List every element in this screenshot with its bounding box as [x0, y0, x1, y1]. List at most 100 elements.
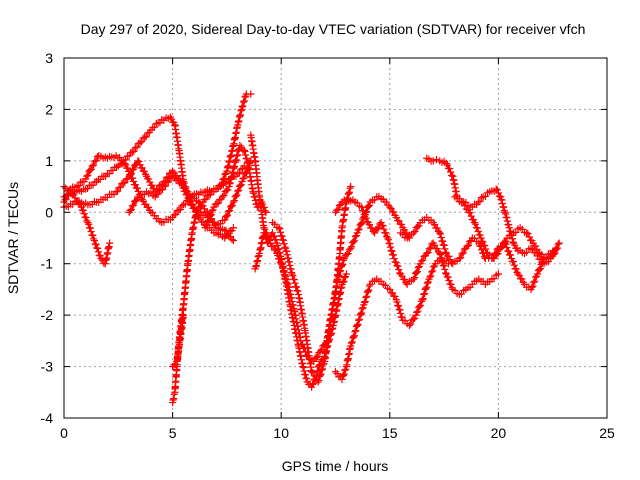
- data-point-interp: [133, 184, 141, 192]
- data-point: [177, 180, 185, 188]
- data-point-interp: [224, 186, 232, 194]
- data-point-interp: [340, 370, 348, 378]
- data-point-interp: [316, 371, 324, 379]
- data-point-interp: [359, 304, 367, 312]
- data-point-interp: [218, 179, 226, 187]
- data-point-interp: [352, 327, 360, 335]
- data-point: [442, 249, 450, 258]
- data-point-interp: [439, 258, 447, 266]
- data-point-interp: [388, 247, 396, 255]
- data-point-interp: [365, 201, 373, 210]
- data-point-interp: [448, 171, 456, 179]
- data-point-interp: [91, 157, 99, 165]
- data-point-interp: [278, 232, 286, 240]
- data-point-interp: [440, 262, 448, 270]
- data-point-interp: [281, 243, 289, 251]
- data-point-interp: [347, 339, 356, 347]
- data-point-interp: [512, 265, 520, 273]
- data-point-interp: [94, 248, 103, 256]
- data-point-interp: [343, 250, 351, 259]
- data-point-interp: [317, 370, 325, 378]
- data-point-interp: [183, 191, 191, 199]
- data-point: [247, 90, 255, 98]
- data-point: [416, 260, 424, 268]
- data-point-interp: [86, 166, 94, 174]
- data-point-interp: [414, 223, 422, 231]
- data-point-interp: [388, 289, 397, 297]
- data-point: [505, 224, 513, 232]
- data-point: [370, 229, 379, 237]
- data-point-interp: [339, 260, 347, 268]
- data-point-interp: [417, 257, 426, 265]
- data-point: [436, 249, 444, 258]
- data-point-interp: [317, 346, 326, 354]
- data-point-interp: [386, 240, 394, 248]
- data-point-interp: [437, 254, 445, 262]
- data-point-interp: [345, 189, 353, 197]
- data-point-interp: [364, 202, 372, 211]
- data-point-interp: [509, 258, 517, 266]
- data-point: [229, 224, 238, 232]
- data-point-interp: [254, 257, 262, 265]
- data-point-interp: [380, 225, 388, 233]
- x-tick-label: 10: [273, 425, 289, 441]
- data-point-interp: [232, 156, 240, 164]
- data-point-interp: [315, 376, 323, 384]
- data-point: [555, 239, 563, 247]
- data-point-interp: [80, 210, 88, 218]
- data-point: [347, 342, 355, 350]
- data-point-interp: [420, 252, 428, 260]
- data-point-interp: [61, 196, 69, 204]
- data-point: [347, 182, 355, 191]
- data-point-interp: [198, 201, 206, 209]
- y-tick-label: -1: [41, 256, 54, 272]
- data-point-interp: [309, 368, 317, 377]
- data-point-interp: [460, 245, 469, 253]
- data-point-interp: [493, 186, 501, 194]
- data-point-interp: [389, 251, 398, 259]
- data-point-interp: [424, 278, 432, 286]
- data-point-interp: [254, 253, 262, 261]
- data-point-interp: [261, 225, 269, 233]
- data-point-interp: [414, 263, 422, 272]
- data-point-interp: [273, 241, 282, 249]
- data-point-interp: [314, 352, 322, 361]
- data-point-interp: [315, 362, 323, 370]
- data-point-interp: [428, 268, 436, 276]
- data-point-interp: [412, 268, 421, 277]
- data-point-interp: [506, 251, 515, 259]
- data-point-interp: [436, 250, 445, 259]
- data-point-interp: [228, 201, 237, 209]
- data-point-interp: [393, 298, 401, 306]
- data-point-interp: [407, 320, 415, 328]
- data-point: [477, 234, 485, 242]
- data-point-interp: [493, 250, 501, 259]
- data-point-interp: [345, 188, 354, 196]
- data-point: [357, 203, 366, 211]
- data-point-interp: [335, 201, 344, 210]
- data-point: [418, 296, 426, 304]
- data-point-interp: [510, 261, 518, 269]
- data-point-interp: [467, 212, 475, 220]
- data-point: [342, 270, 350, 278]
- data-point-interp: [94, 244, 102, 252]
- data-point-interp: [501, 210, 510, 218]
- data-point-interp: [219, 175, 227, 183]
- data-point-interp: [85, 220, 93, 228]
- x-tick-label: 0: [60, 425, 68, 441]
- data-point-interp: [551, 249, 559, 257]
- data-point-interp: [355, 316, 363, 324]
- data-point-interp: [358, 305, 366, 313]
- data-point-interp: [338, 261, 346, 270]
- data-point-interp: [334, 205, 342, 213]
- data-point-interp: [176, 205, 184, 214]
- data-point: [179, 311, 188, 319]
- data-point-interp: [87, 165, 95, 173]
- data-point: [492, 185, 500, 193]
- data-point-interp: [415, 262, 423, 271]
- data-point-interp: [500, 203, 508, 211]
- data-point: [490, 254, 498, 263]
- data-point-interp: [531, 277, 539, 285]
- data-point-interp: [194, 207, 202, 215]
- data-point-interp: [503, 243, 511, 252]
